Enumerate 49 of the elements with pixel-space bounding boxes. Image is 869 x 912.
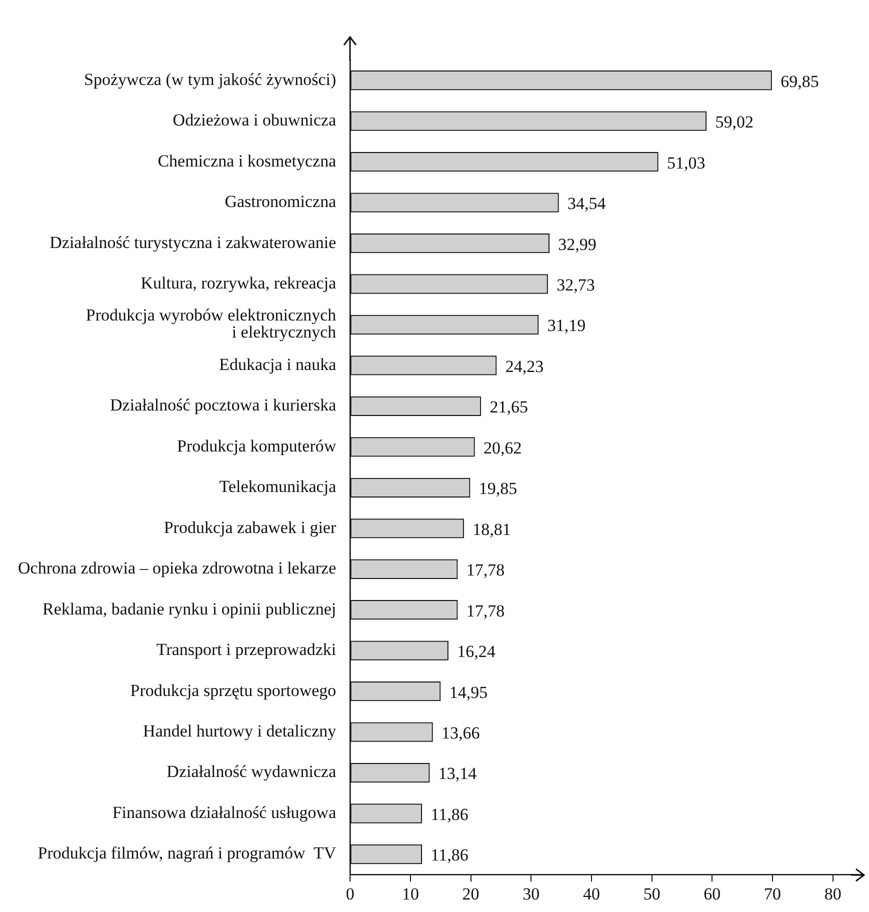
- y-tick-label: Telekomunikacja: [219, 477, 337, 496]
- data-label: 14,95: [449, 682, 488, 702]
- x-tick-label: 10: [402, 884, 419, 904]
- y-tick-label: Edukacja i nauka: [219, 354, 337, 374]
- data-label: 20,62: [484, 438, 522, 458]
- y-tick-label: Produkcja filmów, nagrań i programów TV: [38, 844, 337, 863]
- y-tick-label: Odzieżowa i obuwnicza: [172, 110, 337, 130]
- y-tick-label: Ochrona zdrowia – opieka zdrowotna i lekarze: [18, 558, 336, 578]
- data-label: 31,19: [547, 316, 586, 336]
- data-label: 11,86: [430, 804, 468, 824]
- data-label: 19,85: [478, 479, 518, 498]
- y-tick-label: Gastronomiczna: [224, 192, 337, 212]
- y-tick-label: Spożywcza (w tym jakość żywności): [84, 70, 336, 89]
- x-tick-label: 70: [764, 884, 781, 904]
- y-tick-label: Finansowa działalność usługowa: [112, 802, 337, 822]
- data-label: 34,54: [568, 194, 606, 214]
- data-label: 17,78: [466, 601, 505, 620]
- y-tick-label: Kultura, rozrywka, rekreacja: [140, 273, 337, 292]
- data-label: 32,99: [558, 234, 596, 254]
- x-tick-label: 30: [522, 884, 540, 904]
- data-label: 69,85: [780, 72, 819, 91]
- y-tick-label: Chemiczna i kosmetyczna: [158, 151, 337, 170]
- y-tick-label: Produkcja wyrobów elektronicznych i elektrycznych: [86, 306, 337, 342]
- y-tick-label: Działalność turystyczna i zakwaterowanie: [50, 232, 336, 252]
- y-tick-label: Transport i przeprowadzki: [156, 640, 336, 660]
- y-tick-label: Produkcja komputerów: [177, 436, 337, 456]
- x-tick-label: 60: [704, 884, 721, 904]
- x-tick-label: 0: [346, 884, 354, 904]
- y-tick-label: Produkcja sprzętu sportowego: [130, 680, 336, 700]
- data-label: 21,65: [490, 398, 528, 417]
- data-label: 16,24: [457, 642, 496, 662]
- data-label: 13,14: [438, 764, 478, 784]
- data-label: 13,66: [442, 724, 480, 743]
- data-label: 59,02: [715, 112, 754, 132]
- y-tick-label: Produkcja zabawek i gier: [164, 518, 336, 537]
- x-tick-label: 50: [643, 884, 660, 904]
- data-label: 17,78: [466, 560, 505, 580]
- data-label: 11,86: [430, 846, 468, 865]
- data-label: 51,03: [667, 153, 706, 172]
- y-tick-label: Handel hurtowy i detaliczny: [143, 722, 337, 741]
- x-tick-label: 80: [824, 884, 842, 904]
- x-tick-label: 40: [582, 884, 600, 904]
- y-tick-label: Działalność wydawnicza: [166, 762, 337, 782]
- y-tick-label: Działalność pocztowa i kurierska: [110, 396, 337, 415]
- data-label: 32,73: [556, 275, 595, 294]
- y-tick-label: Reklama, badanie rynku i opinii publicznej: [42, 599, 336, 618]
- data-label: 24,23: [505, 356, 544, 376]
- data-label: 18,81: [472, 520, 511, 539]
- x-tick-label: 20: [462, 884, 480, 904]
